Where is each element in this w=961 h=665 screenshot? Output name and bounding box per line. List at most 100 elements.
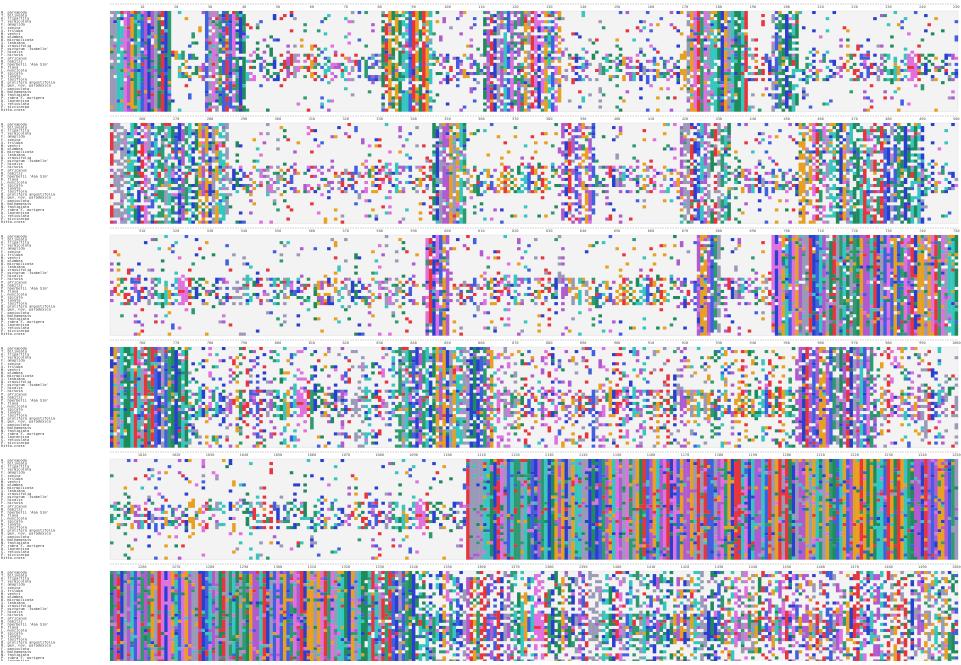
residue	[724, 154, 728, 157]
residue	[507, 72, 511, 75]
residue	[208, 93, 212, 102]
residue	[782, 178, 786, 181]
residue	[812, 150, 816, 153]
residue	[551, 11, 555, 14]
residue	[565, 123, 569, 126]
residue	[592, 296, 596, 305]
residue	[799, 69, 803, 72]
residue	[280, 253, 284, 256]
residue	[649, 84, 653, 87]
residue	[819, 129, 823, 141]
residue	[215, 54, 219, 57]
residue	[446, 211, 450, 223]
residue	[894, 205, 898, 211]
residue	[490, 302, 494, 305]
residue	[849, 196, 853, 199]
residue	[503, 26, 507, 29]
residue	[541, 11, 545, 14]
residue	[395, 250, 399, 253]
residue	[453, 330, 457, 333]
residue	[246, 287, 250, 290]
residue	[839, 147, 843, 184]
residue	[120, 202, 124, 205]
residue	[134, 205, 138, 208]
residue	[670, 23, 674, 26]
residue	[236, 72, 240, 75]
residue	[442, 163, 446, 166]
residue	[398, 150, 402, 153]
residue	[215, 90, 219, 93]
residue	[944, 69, 948, 72]
residue	[629, 299, 633, 302]
residue	[144, 45, 148, 51]
residue	[191, 278, 195, 281]
residue	[738, 42, 742, 45]
residue	[439, 54, 443, 57]
residue	[154, 284, 158, 287]
residue	[249, 66, 253, 69]
residue	[388, 175, 392, 178]
residue	[225, 78, 229, 81]
residue	[147, 178, 151, 184]
residue	[134, 45, 138, 57]
residue	[293, 163, 297, 166]
residue	[242, 278, 246, 281]
residue	[636, 190, 640, 193]
residue	[734, 187, 738, 190]
residue	[314, 247, 318, 250]
residue	[785, 66, 789, 72]
residue	[782, 14, 786, 20]
residue	[778, 199, 782, 202]
residue	[873, 190, 877, 193]
residue	[432, 293, 436, 296]
residue	[137, 333, 141, 336]
residue	[660, 72, 664, 75]
position-tick: 400	[614, 117, 621, 121]
residue	[561, 38, 565, 41]
residue	[453, 196, 457, 214]
residue	[856, 208, 860, 223]
residue	[473, 78, 477, 81]
residue	[941, 66, 945, 69]
residue	[147, 299, 151, 305]
residue	[575, 184, 579, 187]
residue	[388, 38, 392, 53]
residue	[558, 193, 562, 196]
residue	[439, 81, 443, 84]
residue	[951, 184, 955, 187]
residue	[151, 11, 155, 26]
residue	[846, 160, 850, 169]
residue	[324, 299, 328, 302]
residue	[822, 221, 826, 224]
residue	[585, 147, 589, 159]
residue	[239, 66, 243, 106]
residue	[907, 54, 911, 66]
residue	[717, 11, 721, 29]
residue	[544, 299, 548, 302]
residue	[117, 175, 121, 193]
residue	[802, 196, 806, 202]
residue	[381, 106, 385, 109]
residue	[480, 54, 484, 57]
residue	[805, 181, 809, 184]
residue	[378, 138, 382, 141]
residue	[174, 211, 178, 214]
residue	[334, 75, 338, 78]
position-tick: 630	[546, 229, 553, 233]
residue	[626, 63, 630, 69]
residue	[459, 150, 463, 153]
residue	[219, 123, 223, 126]
residue	[487, 169, 491, 178]
residue	[687, 181, 691, 184]
residue	[425, 157, 429, 160]
residue	[554, 81, 558, 84]
sequence-label: Ritto-cross	[1, 220, 25, 224]
residue	[839, 208, 843, 211]
residue	[130, 175, 134, 178]
residue	[151, 184, 155, 190]
residue	[425, 250, 429, 259]
residue	[612, 281, 616, 284]
residue	[358, 323, 362, 326]
residue	[931, 75, 935, 78]
residue	[585, 193, 589, 205]
